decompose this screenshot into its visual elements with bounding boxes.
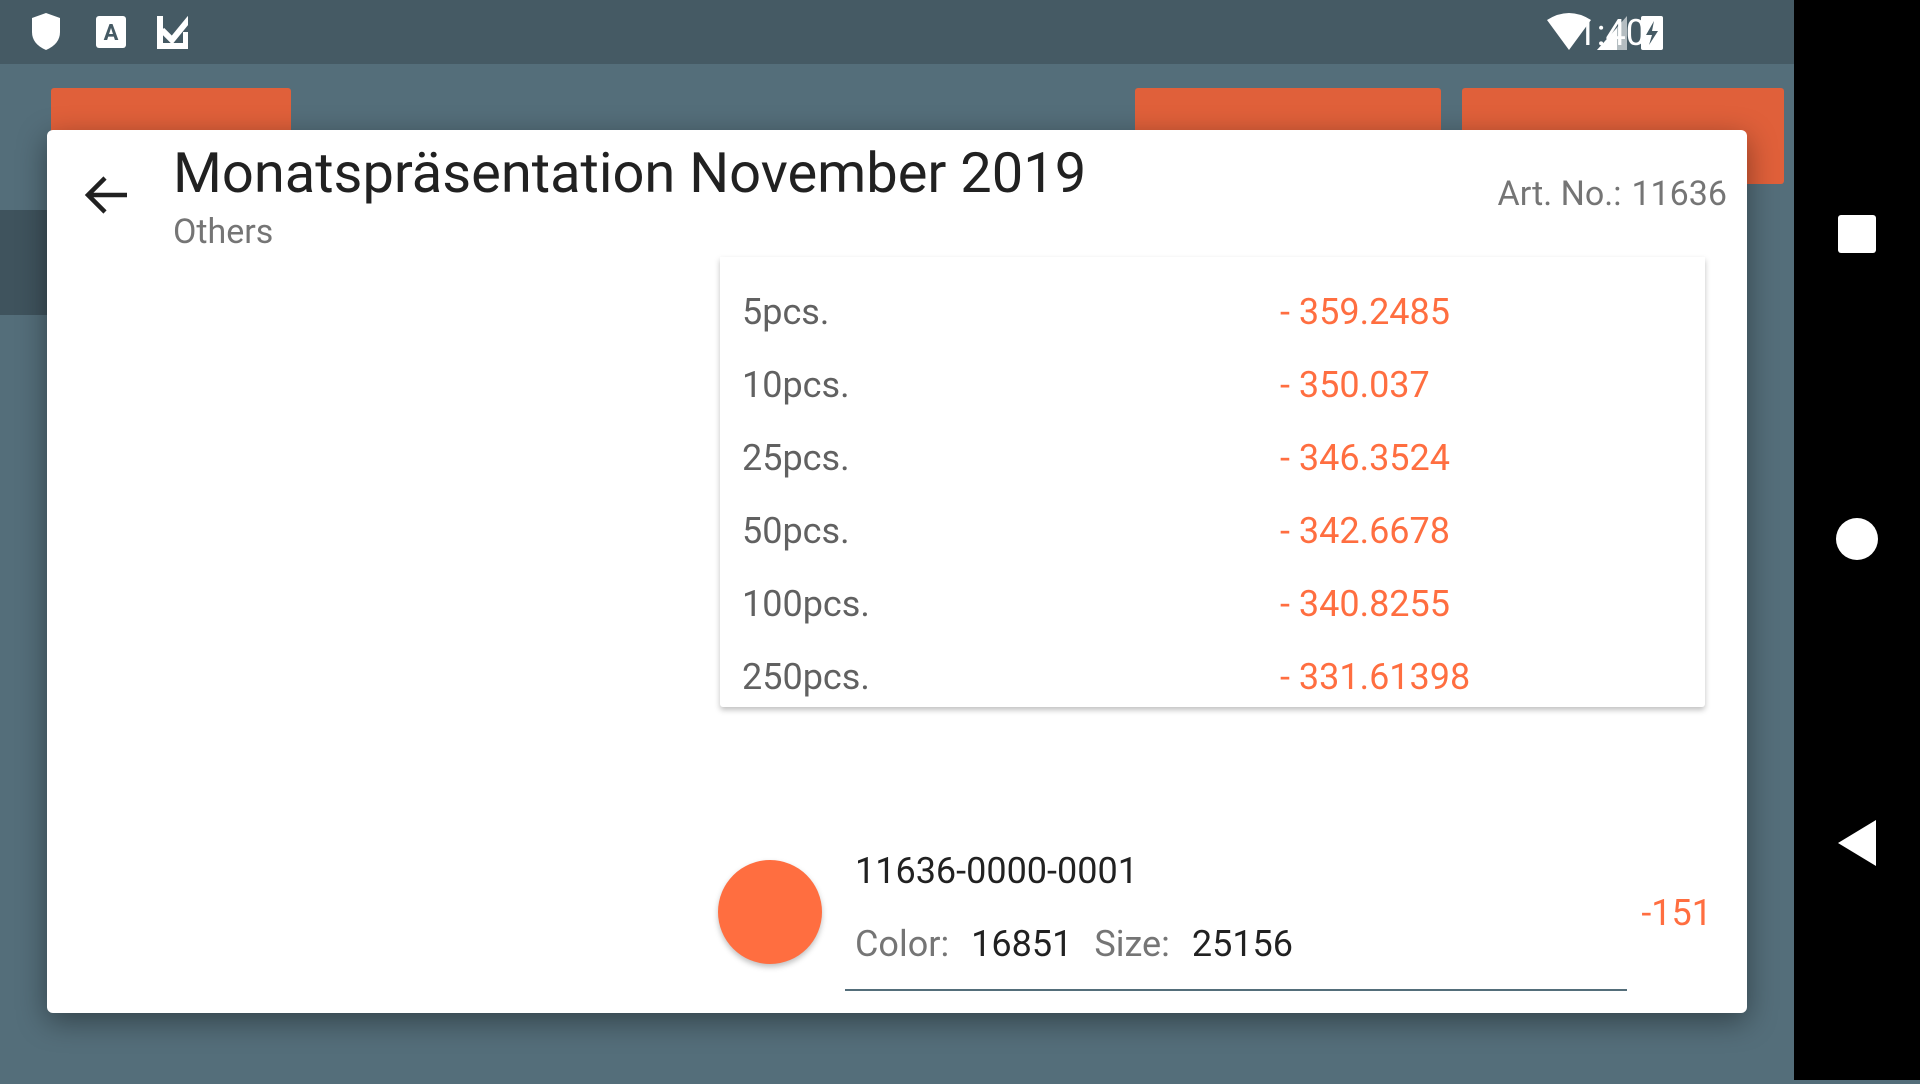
tier-quantity: 250pcs. [742,656,870,698]
tier-price: - 340.8255 [1280,583,1450,625]
nav-icons [1836,215,1878,866]
tier-price: - 342.6678 [1280,510,1450,552]
tier-quantity: 5pcs. [742,291,830,333]
clock: 1:40 [1576,12,1646,54]
tier-quantity: 10pcs. [742,364,850,406]
color-value: 16851 [971,923,1073,965]
back-arrow[interactable] [83,170,133,220]
color-label: Color: [855,923,950,965]
price-tier-row: 5pcs. - 359.2485 [720,277,1705,350]
size-value: 25156 [1191,923,1294,965]
price-tier-row: 250pcs. - 331.61398 [720,642,1705,715]
variant-attributes: Color: 16851 Size: 25156 [855,923,1315,965]
tier-quantity: 50pcs. [742,510,850,552]
recents-button[interactable] [1838,215,1876,253]
status-icons: A [32,13,188,50]
art-no-value: 11636 [1631,174,1727,214]
variant-quantity: -151 [1641,892,1712,934]
tier-price: - 331.61398 [1280,656,1471,698]
tier-price: - 359.2485 [1280,291,1450,333]
divider [845,989,1627,991]
dialog-title: Monatspräsentation November 2019 [173,140,1087,206]
svg-text:A: A [104,21,119,46]
sidebar-selected [0,210,47,315]
tier-quantity: 100pcs. [742,583,870,625]
navigation-bar [1794,0,1920,1080]
tier-quantity: 25pcs. [742,437,850,479]
price-tier-row: 100pcs. - 340.8255 [720,569,1705,642]
tier-price: - 350.037 [1280,364,1430,406]
price-tier-row: 50pcs. - 342.6678 [720,496,1705,569]
home-button[interactable] [1836,518,1878,560]
variant-code: 11636-0000-0001 [855,850,1138,892]
art-no-label: Art. No.: [1497,174,1622,214]
status-bar: A 1:40 [0,0,1794,64]
article-number: Art. No.: 11636 [1498,174,1727,214]
price-tier-row: 10pcs. - 350.037 [720,350,1705,423]
price-tier-card: 5pcs. - 359.2485 10pcs. - 350.037 25pcs. - 34… [720,257,1705,707]
dialog-subtitle: Others [173,212,274,252]
tier-price: - 346.3524 [1280,437,1450,479]
product-dialog: Monatspräsentation November 2019 Others … [47,130,1747,1013]
back-button[interactable] [1838,820,1876,866]
system-icons [1547,13,1663,50]
size-label: Size: [1094,923,1170,965]
price-tier-row: 25pcs. - 346.3524 [720,423,1705,496]
variant-color-dot [718,860,822,964]
